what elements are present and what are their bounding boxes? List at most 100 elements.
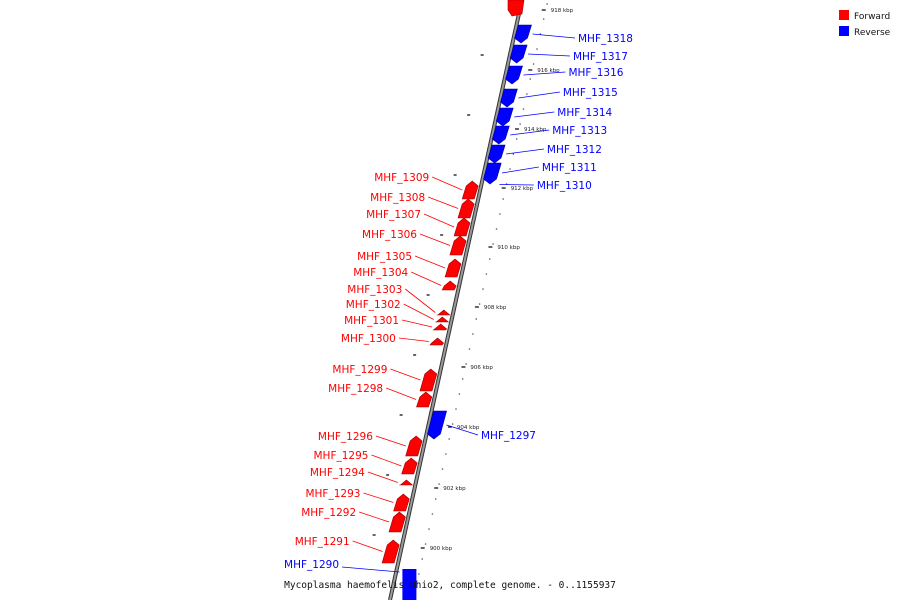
gene-features: MHF_1309 MHF_1308 MHF_1307 MHF_1306 MHF_1305… xyxy=(284,0,633,600)
forward-gene[interactable] xyxy=(441,280,457,291)
reverse-gene[interactable] xyxy=(514,24,532,44)
scale-dot xyxy=(421,558,424,560)
forward-gene-label[interactable]: MHF_1303 xyxy=(347,284,402,296)
forward-gene[interactable] xyxy=(507,0,525,17)
scale-dot xyxy=(542,18,545,20)
reverse-gene-leader xyxy=(528,53,570,57)
forward-gene-leader xyxy=(371,454,402,467)
reverse-gene-label[interactable]: MHF_1311 xyxy=(542,162,597,174)
reverse-gene-leader xyxy=(446,424,479,436)
scale-tick-label: 906 kbp xyxy=(470,365,493,371)
scale-dot xyxy=(509,168,511,170)
reverse-gene[interactable] xyxy=(505,65,523,85)
forward-gene-label[interactable]: MHF_1309 xyxy=(374,172,429,184)
reverse-gene-label[interactable]: MHF_1312 xyxy=(547,144,602,156)
forward-gene-label[interactable]: MHF_1304 xyxy=(353,267,408,279)
forward-gene-label[interactable]: MHF_1307 xyxy=(366,209,421,221)
forward-gene[interactable] xyxy=(432,323,448,331)
backbone-highlight xyxy=(389,0,523,600)
scale-dot xyxy=(499,213,501,215)
forward-gene[interactable] xyxy=(393,493,410,512)
forward-gene-label[interactable]: MHF_1300 xyxy=(341,333,396,345)
forward-gene[interactable] xyxy=(399,479,414,486)
reverse-gene-leader xyxy=(532,33,576,39)
scale-dot xyxy=(448,438,451,440)
forward-gene-label[interactable]: MHF_1292 xyxy=(301,507,356,519)
reverse-gene[interactable] xyxy=(427,410,447,440)
forward-gene[interactable] xyxy=(461,180,479,200)
forward-gene[interactable] xyxy=(444,258,462,278)
forward-gene[interactable] xyxy=(449,235,467,256)
scale-ticks: 900 kbp 902 kbp 904 kbp 906 kbp 908 kbp 910 k… xyxy=(372,8,574,552)
forward-gene[interactable] xyxy=(388,511,406,533)
forward-gene[interactable] xyxy=(405,435,423,457)
reverse-gene[interactable] xyxy=(500,88,518,108)
legend-forward-label: Forward xyxy=(854,12,890,22)
forward-gene[interactable] xyxy=(381,539,400,564)
scale-dot xyxy=(441,468,444,470)
reverse-gene-label[interactable]: MHF_1310 xyxy=(537,180,592,192)
scale-dot xyxy=(445,453,447,455)
reverse-gene[interactable] xyxy=(491,125,510,145)
forward-gene-label[interactable]: MHF_1291 xyxy=(295,536,350,548)
forward-gene-leader xyxy=(419,233,451,246)
forward-gene-label[interactable]: MHF_1299 xyxy=(332,364,387,376)
forward-gene[interactable] xyxy=(436,309,451,316)
forward-gene-leader xyxy=(398,337,429,342)
scale-dot xyxy=(424,543,427,545)
forward-gene-leader xyxy=(401,319,433,328)
forward-gene[interactable] xyxy=(419,368,438,392)
forward-gene[interactable] xyxy=(453,217,471,237)
legend-forward-swatch xyxy=(839,10,849,20)
forward-gene-leader xyxy=(367,471,398,483)
reverse-gene[interactable] xyxy=(509,44,528,64)
scale-tick-label: 902 kbp xyxy=(443,486,466,492)
reverse-gene[interactable] xyxy=(402,569,417,600)
scale-dot xyxy=(438,483,440,485)
reverse-gene-label[interactable]: MHF_1290 xyxy=(284,559,339,571)
scale-dot xyxy=(455,408,457,410)
scale-dot xyxy=(488,258,491,260)
forward-gene-label[interactable]: MHF_1302 xyxy=(346,299,401,311)
forward-gene-label[interactable]: MHF_1308 xyxy=(370,192,425,204)
scale-dot xyxy=(546,3,548,5)
reverse-gene[interactable] xyxy=(487,144,506,164)
reverse-gene-label[interactable]: MHF_1315 xyxy=(563,87,618,99)
reverse-gene[interactable] xyxy=(483,162,502,185)
scale-dot xyxy=(495,228,498,230)
forward-gene-label[interactable]: MHF_1306 xyxy=(362,229,417,241)
scale-dot xyxy=(472,333,474,335)
forward-gene[interactable] xyxy=(429,337,445,346)
reverse-gene-label[interactable]: MHF_1314 xyxy=(557,107,612,119)
forward-gene[interactable] xyxy=(401,457,418,475)
forward-gene-leader xyxy=(411,271,442,286)
scale-dot xyxy=(502,198,505,200)
scale-dot xyxy=(485,273,488,275)
reverse-gene-label[interactable]: MHF_1317 xyxy=(573,51,628,63)
forward-gene-label[interactable]: MHF_1298 xyxy=(328,383,383,395)
forward-gene[interactable] xyxy=(457,198,475,219)
scale-dot xyxy=(458,393,461,395)
forward-gene-label[interactable]: MHF_1296 xyxy=(318,431,373,443)
forward-gene-label[interactable]: MHF_1301 xyxy=(344,315,399,327)
scale-dot xyxy=(522,108,525,110)
forward-gene-leader xyxy=(414,255,446,269)
reverse-gene-label[interactable]: MHF_1297 xyxy=(481,430,536,442)
forward-gene-leader xyxy=(375,435,407,447)
reverse-gene-label[interactable]: MHF_1318 xyxy=(578,33,633,45)
forward-gene-label[interactable]: MHF_1293 xyxy=(305,488,360,500)
forward-gene-label[interactable]: MHF_1295 xyxy=(314,450,369,462)
reverse-gene-label[interactable]: MHF_1316 xyxy=(568,67,623,79)
forward-gene[interactable] xyxy=(435,316,450,323)
forward-gene-label[interactable]: MHF_1305 xyxy=(357,251,412,263)
scale-tick-label: 918 kbp xyxy=(551,8,574,14)
reverse-gene[interactable] xyxy=(495,107,514,127)
scale-dot xyxy=(478,303,481,305)
forward-gene-label[interactable]: MHF_1294 xyxy=(310,467,365,479)
reverse-gene-label[interactable]: MHF_1313 xyxy=(552,125,607,137)
legend: Forward Reverse xyxy=(839,10,891,38)
scale-dot xyxy=(431,513,434,515)
forward-gene[interactable] xyxy=(416,391,433,408)
reverse-gene-leader xyxy=(501,166,539,174)
